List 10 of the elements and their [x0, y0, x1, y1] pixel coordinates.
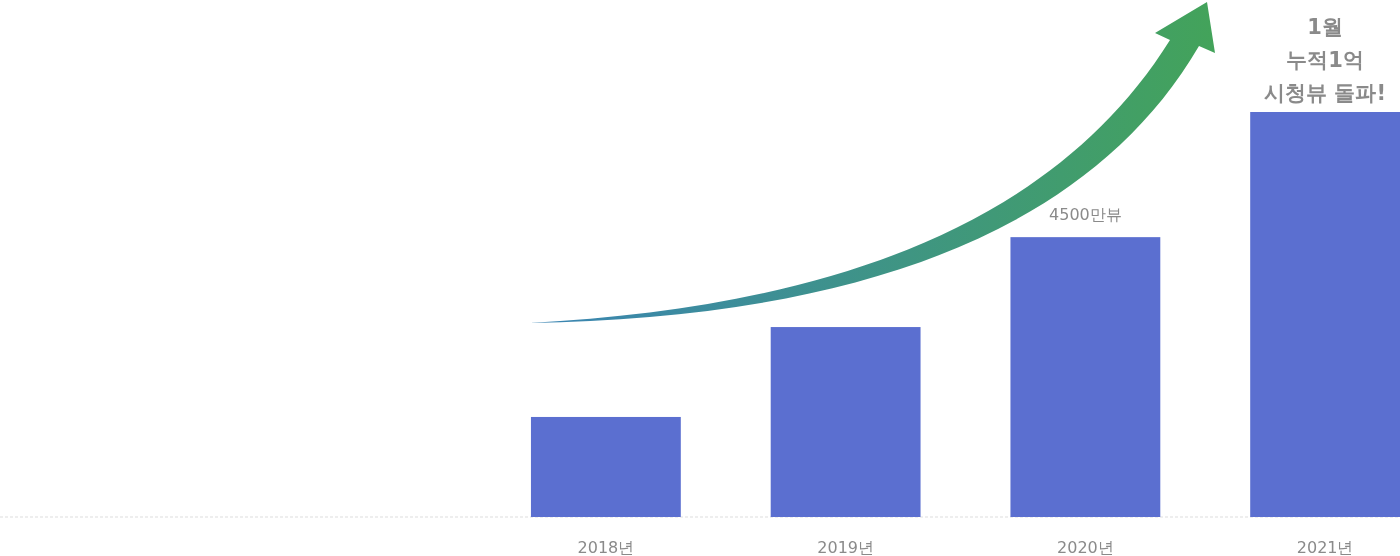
bar [530, 416, 681, 517]
bar [1010, 237, 1161, 517]
annotation: 1월 누적1억 시청뷰 돌파! [1264, 15, 1387, 105]
x-tick-label: 2019년 [817, 538, 874, 556]
text: 4500만뷰 [1049, 205, 1122, 225]
x-tick-label: 2018년 [577, 538, 635, 556]
bar [770, 327, 921, 517]
bar [1250, 112, 1400, 517]
x-tick-label: 2021년 [1296, 538, 1354, 556]
x-tick-label: 2020년 [1057, 538, 1114, 556]
